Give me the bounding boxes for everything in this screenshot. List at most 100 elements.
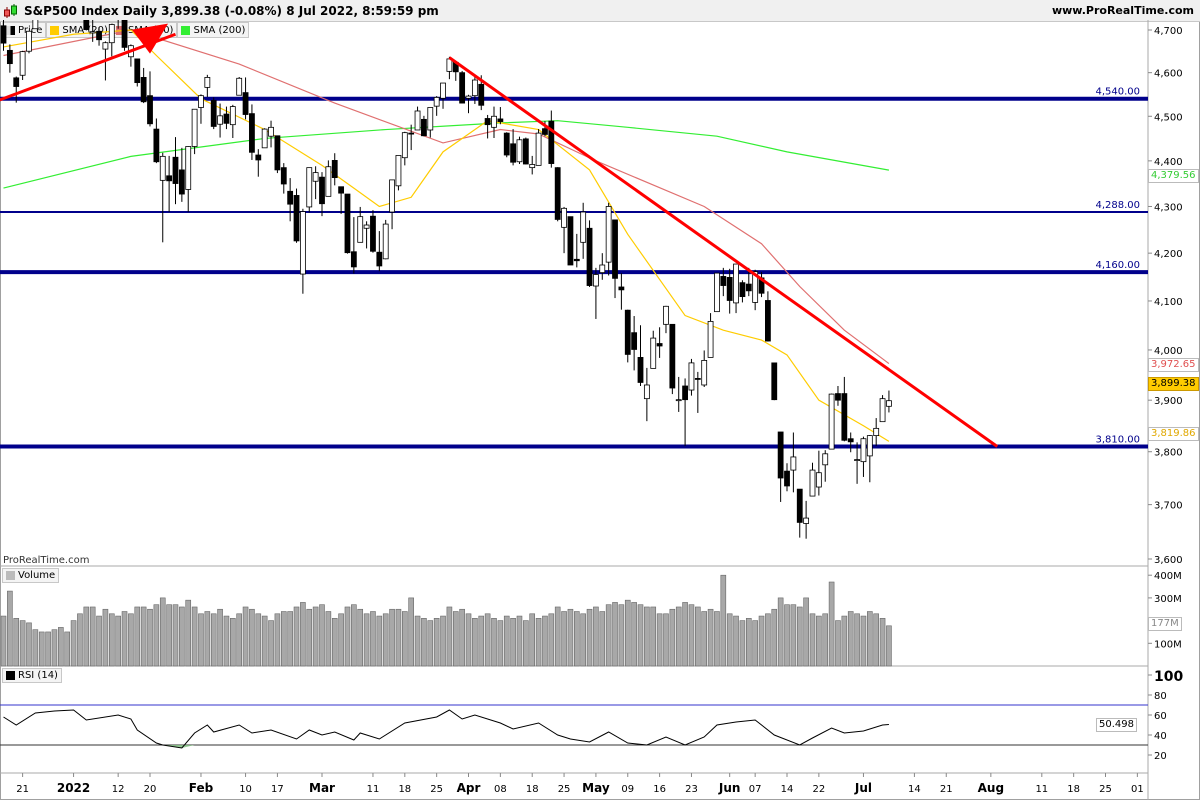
candle-down (484, 118, 491, 126)
volume-bar (64, 631, 70, 667)
x-tick-label: May (582, 781, 610, 795)
candle-up (382, 223, 389, 260)
candle-down (13, 77, 20, 87)
volume-bar (236, 613, 242, 667)
rsi-tick-label: 20 (1154, 751, 1167, 762)
volume-bar (45, 631, 51, 667)
candle-up (491, 115, 497, 128)
x-tick-label: 23 (685, 784, 698, 795)
volume-bar (274, 613, 281, 667)
candle-up (395, 155, 402, 187)
volume-bar (376, 615, 383, 667)
volume-bar (185, 599, 192, 667)
volume-bar (70, 620, 77, 667)
volume-bar (663, 613, 669, 667)
candle-up (815, 472, 822, 488)
volume-tick-label: 100M (1154, 639, 1182, 650)
volume-bar (102, 608, 109, 667)
candle-down (223, 113, 230, 124)
volume-bar (503, 615, 510, 667)
candle-down (631, 332, 638, 350)
volume-bar (134, 606, 141, 667)
volume-tick-label: 300M (1154, 594, 1182, 605)
volume-bar (198, 613, 204, 667)
x-tick-label: 14 (908, 784, 921, 795)
volume-bar (529, 613, 536, 667)
rsi-panel-label[interactable]: RSI (14) (2, 668, 62, 683)
candle-up (185, 146, 192, 190)
rsi-swatch-icon (6, 671, 15, 680)
volume-bar (26, 622, 32, 667)
x-tick-label: 07 (749, 784, 762, 795)
candle-up (198, 95, 204, 108)
volume-panel-label[interactable]: Volume (2, 568, 60, 583)
volume-bar (771, 608, 778, 667)
volume-bar (752, 620, 758, 667)
price-tick-label: 3,800 (1154, 448, 1183, 459)
volume-bar (217, 608, 223, 667)
volume-bar (268, 620, 274, 667)
volume-bar (440, 615, 446, 667)
candle-down (140, 77, 147, 103)
site-link[interactable]: www.ProRealTime.com (1051, 4, 1194, 17)
volume-bar (191, 606, 198, 667)
candle-up (675, 399, 682, 402)
candle-down (503, 132, 510, 156)
candle-up (268, 126, 274, 137)
volume-bar (624, 599, 631, 667)
volume-bar (312, 606, 319, 667)
watermark: ProRealTime.com (3, 555, 90, 566)
volume-bar (860, 615, 867, 667)
price-tick-label: 4,400 (1154, 157, 1183, 168)
volume-bar (300, 602, 306, 667)
candle-up (108, 24, 115, 44)
candle-up (828, 393, 835, 450)
candle-up (414, 110, 421, 131)
volume-bar (427, 620, 434, 667)
candle-up (19, 51, 26, 76)
volume-bar (7, 590, 13, 667)
legend-sma20[interactable]: SMA (20) (46, 22, 112, 38)
candle-down (796, 488, 803, 523)
candle-down (134, 58, 141, 84)
volume-bar (841, 615, 848, 667)
legend-sma200[interactable]: SMA (200) (177, 22, 250, 38)
candle-down (459, 72, 466, 104)
x-tick-label: Apr (457, 781, 481, 795)
volume-bar (886, 625, 892, 667)
candle-up (650, 337, 657, 369)
volume-bar (446, 606, 453, 667)
sma20-line (3, 29, 890, 442)
candle-up (707, 320, 714, 358)
volume-bar (465, 613, 472, 667)
volume-bar (510, 618, 516, 667)
sma50-value-tag: 3,972.65 (1148, 358, 1199, 372)
volume-bar (344, 606, 351, 667)
volume-bar (472, 618, 478, 667)
price-tick-label: 4,200 (1154, 249, 1183, 260)
candle-down (612, 219, 618, 279)
volume-bar (612, 602, 618, 667)
volume-bar (382, 613, 389, 667)
candle-down (682, 385, 688, 401)
volume-bar (733, 615, 739, 667)
price-swatch-icon (6, 25, 15, 35)
volume-bar (720, 574, 727, 667)
volume-bar (230, 618, 236, 667)
candle-up (561, 207, 567, 228)
volume-tick-label: 400M (1154, 571, 1182, 582)
rsi-value-tag: 50.498 (1096, 718, 1137, 732)
volume-bar (739, 620, 746, 667)
volume-bar (835, 620, 841, 667)
candle-down (0, 25, 7, 44)
volume-bar (363, 613, 370, 667)
candle-down (178, 169, 185, 195)
rsi-line (3, 709, 889, 749)
candle-up (26, 30, 32, 52)
trendline (448, 56, 999, 448)
volume-bar (573, 611, 580, 667)
volume-bar (280, 611, 287, 667)
candle-down (319, 176, 325, 205)
price-tick-label: 4,000 (1154, 346, 1183, 357)
